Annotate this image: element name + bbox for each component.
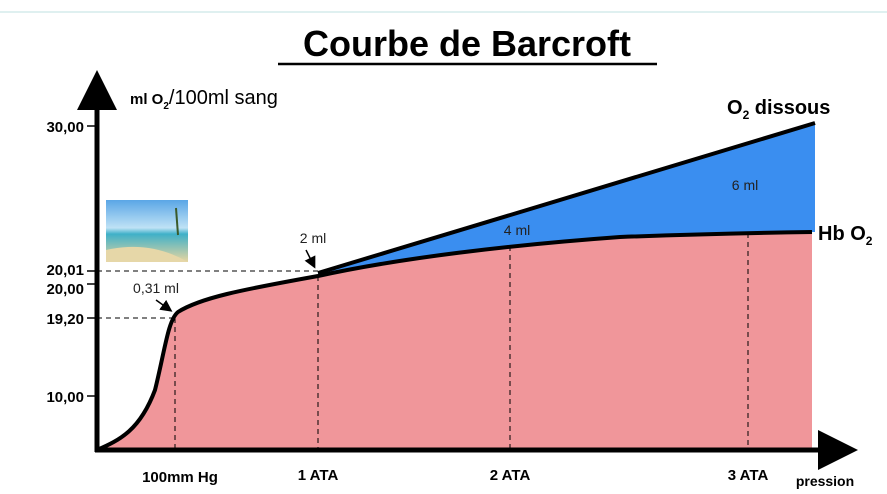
- dissolved-curve: [317, 121, 816, 275]
- annotation-arrow: [304, 249, 316, 269]
- y-tick-label: 30,00: [46, 119, 84, 136]
- label-part: Hb O: [818, 223, 866, 245]
- annotation: 4 ml: [504, 222, 530, 238]
- title: Courbe de Barcroft: [303, 23, 631, 64]
- label-part: ml O: [130, 91, 164, 108]
- label-sub: 2: [866, 234, 873, 248]
- y-tick-label: 19,20: [46, 311, 84, 328]
- label-part: dissous: [749, 97, 830, 119]
- annotation: 2 ml: [300, 230, 326, 246]
- palm: [175, 207, 179, 236]
- annotation-arrow: [155, 299, 173, 312]
- x-tick-label: 2 ATA: [490, 467, 531, 484]
- x-tick-label: 1 ATA: [298, 467, 339, 484]
- curve-label: O2 dissous: [727, 97, 830, 122]
- y-axis-label: ml O2/100ml sang: [130, 87, 278, 112]
- x-tick-label: 3 ATA: [728, 467, 769, 484]
- label-sub: 2: [163, 101, 169, 112]
- hb-curve: [96, 230, 813, 452]
- hb-area: [97, 232, 812, 450]
- y-tick-label: 10,00: [46, 389, 84, 406]
- label-sub: 2: [743, 108, 750, 122]
- y-tick-label: 20,00: [46, 281, 84, 298]
- annotation: 0,31 ml: [133, 280, 179, 296]
- guides: [97, 233, 749, 450]
- y-tick-label: 20,01: [46, 262, 84, 279]
- curve-label: Hb O2: [818, 223, 873, 248]
- label-part: O: [727, 97, 743, 119]
- annotation: 6 ml: [732, 177, 758, 193]
- x-axis-label: pression: [796, 473, 854, 489]
- beach-sand: [106, 246, 188, 262]
- y-ticks: [87, 125, 97, 397]
- x-tick-label: 100mm Hg: [142, 469, 218, 486]
- label-part: /100ml sang: [169, 87, 278, 109]
